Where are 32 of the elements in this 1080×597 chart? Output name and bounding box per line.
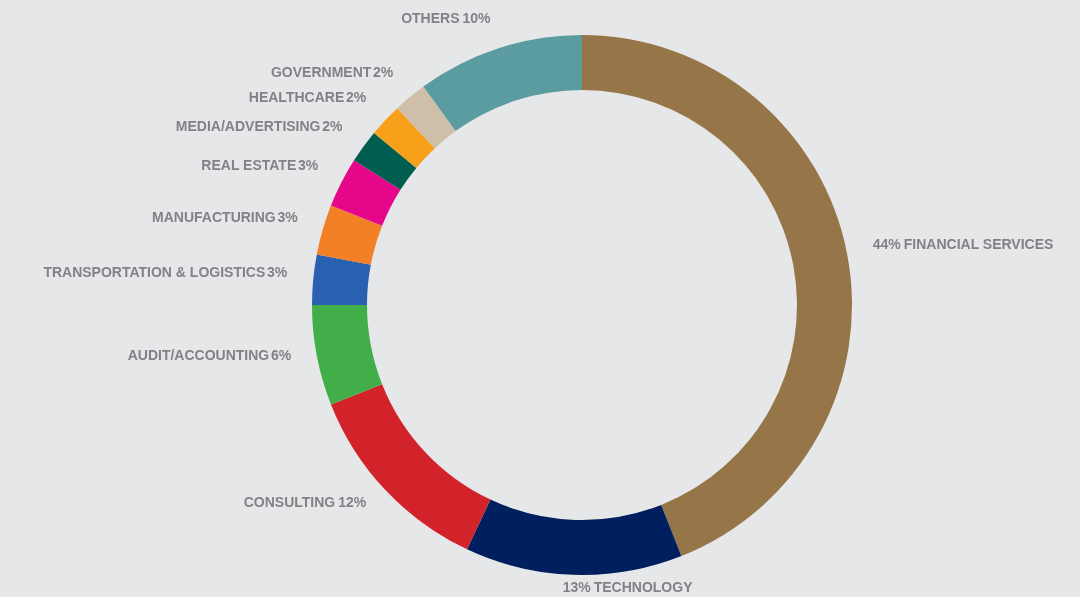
data-label: 44% xyxy=(872,236,902,253)
slice-label: GOVERNMENT xyxy=(270,63,372,80)
slice-label: TECHNOLOGY xyxy=(593,578,694,595)
donut-slice xyxy=(354,132,417,190)
donut-slice xyxy=(467,499,682,575)
data-label: 3% xyxy=(298,157,319,174)
donut-slice xyxy=(582,35,852,557)
data-label: 2% xyxy=(322,117,344,134)
donut-slice xyxy=(312,305,383,405)
data-label: 2% xyxy=(345,89,367,106)
data-label: 6% xyxy=(271,347,292,364)
donut-slice xyxy=(397,86,456,149)
donut-slice xyxy=(330,160,401,226)
slice-label: FINANCIAL SERVICES xyxy=(903,236,1054,253)
data-label: 10% xyxy=(462,10,492,27)
donut-slice xyxy=(312,254,371,305)
slice-label: TRANSPORTATION & LOGISTICS xyxy=(43,263,266,280)
slice-label: AUDIT/ACCOUNTING xyxy=(127,347,270,364)
slice-label: REAL ESTATE xyxy=(201,157,297,174)
data-label: 12% xyxy=(338,494,367,511)
slice-label: MEDIA/ADVERTISING xyxy=(175,117,321,134)
slice-label: HEALTHCARE xyxy=(248,89,345,106)
donut-slice xyxy=(423,35,582,132)
data-label: 13% xyxy=(562,578,592,595)
slice-label: MANUFACTURING xyxy=(152,209,276,226)
slice-label: CONSULTING xyxy=(243,494,336,511)
donut-slice xyxy=(316,205,383,265)
data-label: 3% xyxy=(267,263,288,280)
slice-label: OTHERS xyxy=(401,10,460,27)
donut-slice xyxy=(373,108,435,168)
data-label: 2% xyxy=(373,63,394,80)
data-label: 3% xyxy=(277,209,299,226)
